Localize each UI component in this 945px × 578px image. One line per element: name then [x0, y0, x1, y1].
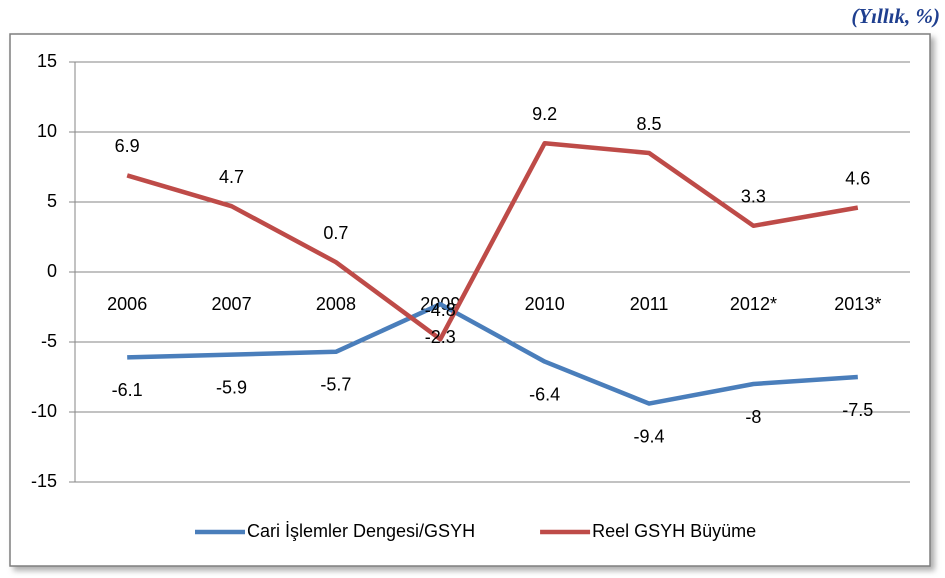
- x-tick-label: 2007: [212, 294, 252, 314]
- x-tick-label: 2006: [107, 294, 147, 314]
- data-label: -4.8: [425, 300, 456, 320]
- data-label: 0.7: [323, 223, 348, 243]
- data-label: 9.2: [532, 104, 557, 124]
- data-label: -6.1: [112, 380, 143, 400]
- data-label: 8.5: [637, 114, 662, 134]
- y-tick-label: -15: [31, 471, 57, 491]
- data-label: -9.4: [634, 426, 665, 446]
- x-tick-label: 2008: [316, 294, 356, 314]
- chart-frame: [9, 33, 931, 567]
- y-tick-label: 15: [37, 51, 57, 71]
- y-tick-label: 10: [37, 121, 57, 141]
- y-tick-label: 0: [47, 261, 57, 281]
- data-label: -6.4: [529, 384, 560, 404]
- data-label: -2.3: [425, 327, 456, 347]
- y-tick-label: -10: [31, 401, 57, 421]
- x-tick-label: 2011: [630, 294, 669, 314]
- data-label: -5.9: [216, 377, 247, 397]
- data-label: 4.7: [219, 167, 244, 187]
- legend-label: Reel GSYH Büyüme: [592, 521, 756, 541]
- data-label: 3.3: [741, 187, 766, 207]
- data-label: 4.6: [845, 168, 870, 188]
- unit-label: (Yıllık, %): [851, 4, 940, 28]
- y-tick-label: 5: [47, 191, 57, 211]
- x-tick-label: 2010: [525, 294, 565, 314]
- data-label: -8: [745, 407, 761, 427]
- data-label: 6.9: [115, 136, 140, 156]
- data-label: -7.5: [842, 400, 873, 420]
- series-line: [127, 301, 858, 406]
- data-label: -5.7: [320, 375, 351, 395]
- series-line: [126, 140, 859, 342]
- x-tick-label: 2012*: [730, 294, 777, 314]
- x-tick-label: 2013*: [834, 294, 881, 314]
- legend-label: Cari İşlemler Dengesi/GSYH: [247, 521, 475, 541]
- y-tick-label: -5: [41, 331, 57, 351]
